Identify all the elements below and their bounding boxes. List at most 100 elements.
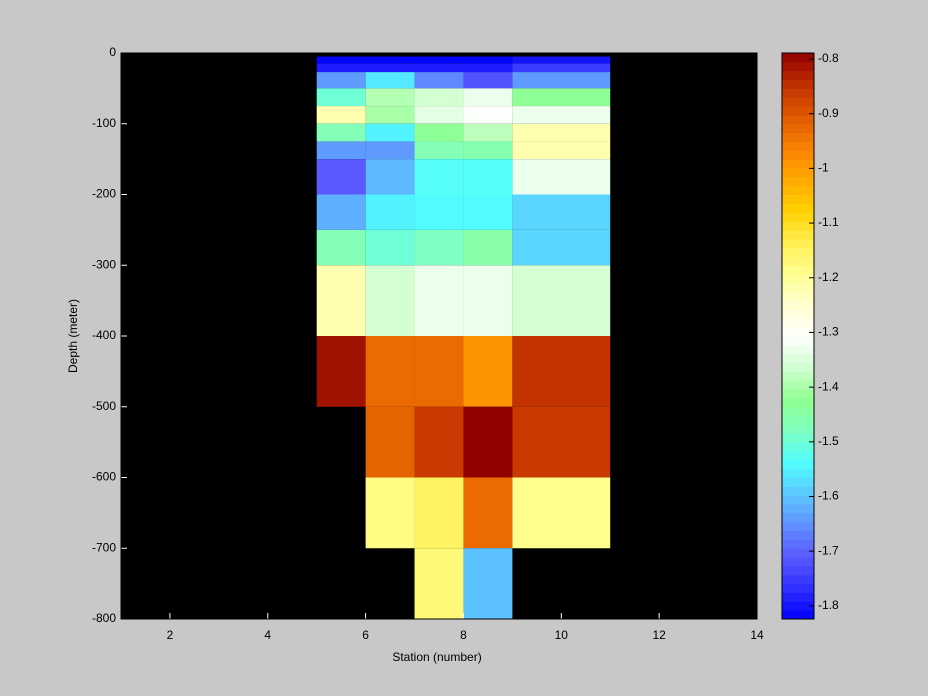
heatmap-cell <box>316 159 366 195</box>
heatmap-cell <box>365 477 415 549</box>
colorbar-band <box>782 203 814 213</box>
y-axis-label: Depth (meter) <box>66 299 80 373</box>
colorbar-band <box>782 53 814 63</box>
heatmap-cell <box>414 159 464 195</box>
colorbar-band <box>782 150 814 160</box>
heatmap-cell <box>512 477 611 549</box>
colorbar-band <box>782 565 814 576</box>
heatmap-cell <box>316 123 366 142</box>
heatmap-cell <box>512 106 611 124</box>
colorbar-tick-label: -1.4 <box>818 379 839 393</box>
colorbar-band <box>782 433 814 443</box>
colorbar-band <box>782 459 814 470</box>
colorbar-band <box>782 389 814 399</box>
y-tick-label: 0 <box>109 45 116 59</box>
colorbar-band <box>782 229 814 240</box>
heatmap-cell <box>316 229 366 266</box>
heatmap-cell <box>463 106 513 124</box>
colorbar-band <box>782 79 814 89</box>
colorbar-band <box>782 557 814 567</box>
colorbar-tick-label: -1 <box>818 161 829 175</box>
heatmap-cell <box>414 63 464 73</box>
colorbar-band <box>782 194 814 204</box>
y-tick-label: -700 <box>92 540 116 554</box>
heatmap-cell <box>512 159 611 195</box>
heatmap-cell <box>414 88 464 107</box>
heatmap-cell <box>512 88 611 107</box>
heatmap-cell <box>316 265 366 336</box>
heatmap-cell <box>365 159 415 195</box>
colorbar-band <box>782 610 814 620</box>
colorbar-band <box>782 380 814 390</box>
colorbar-band <box>782 521 814 532</box>
colorbar-band <box>782 530 814 540</box>
y-tick-label: -100 <box>92 116 116 130</box>
colorbar-band <box>782 114 814 125</box>
colorbar-band <box>782 397 814 408</box>
heatmap-cell <box>512 406 611 478</box>
colorbar-band <box>782 495 814 505</box>
y-tick-label: -200 <box>92 187 116 201</box>
heatmap-cell <box>463 477 513 549</box>
colorbar-band <box>782 70 814 81</box>
colorbar-tick-label: -1.5 <box>818 434 839 448</box>
heatmap-cell <box>512 336 611 407</box>
colorbar-band <box>782 318 814 328</box>
heatmap-cell <box>463 63 513 73</box>
heatmap-cell <box>414 477 464 549</box>
heatmap-cell <box>463 336 513 407</box>
colorbar-band <box>782 291 814 302</box>
colorbar-band <box>782 406 814 417</box>
x-tick-label: 2 <box>167 628 174 642</box>
heatmap-cell <box>414 56 464 64</box>
colorbar-band <box>782 300 814 310</box>
heatmap-cell <box>463 72 513 89</box>
heatmap-cell <box>316 106 366 124</box>
colorbar-band <box>782 344 814 355</box>
colorbar-band <box>782 583 814 593</box>
colorbar-band <box>782 247 814 257</box>
colorbar-frame <box>781 52 815 620</box>
heatmap-cell <box>463 141 513 160</box>
heatmap-cell <box>316 63 366 73</box>
colorbar-band <box>782 486 814 496</box>
heatmap-cell <box>365 63 415 73</box>
colorbar-band <box>782 282 814 293</box>
y-tick-label: -600 <box>92 470 116 484</box>
heatmap-cell <box>316 194 366 230</box>
colorbar-tick-label: -1.3 <box>818 325 839 339</box>
heatmap-cell <box>463 159 513 195</box>
colorbar-band <box>782 477 814 487</box>
heatmap-cell <box>365 265 415 336</box>
colorbar-band <box>782 221 814 231</box>
colorbar-band <box>782 548 814 558</box>
x-axis-label: Station (number) <box>392 650 481 664</box>
heatmap-cell <box>365 141 415 160</box>
colorbar-band <box>782 371 814 381</box>
heatmap-cell <box>414 229 464 266</box>
colorbar-band <box>782 362 814 372</box>
heatmap-cell <box>365 56 415 64</box>
x-tick-label: 6 <box>362 628 369 642</box>
colorbar-band <box>782 504 814 514</box>
colorbar-band <box>782 167 814 178</box>
colorbar-band <box>782 592 814 602</box>
colorbar-band <box>782 336 814 346</box>
heatmap-cell <box>365 229 415 266</box>
heatmap-cell <box>414 141 464 160</box>
heatmap-cell <box>463 123 513 142</box>
colorbar-band <box>782 415 814 425</box>
y-tick-label: -300 <box>92 257 116 271</box>
heatmap-cell <box>316 72 366 89</box>
colorbar-band <box>782 97 814 107</box>
colorbar-band <box>782 450 814 461</box>
x-tick-label: 8 <box>460 628 467 642</box>
heatmap-cell <box>463 88 513 107</box>
heatmap-cell <box>365 336 415 407</box>
heatmap-cell <box>365 194 415 230</box>
heatmap-cell <box>463 56 513 64</box>
colorbar-band <box>782 512 814 523</box>
colorbar-band <box>782 327 814 337</box>
heatmap-cell <box>512 265 611 336</box>
